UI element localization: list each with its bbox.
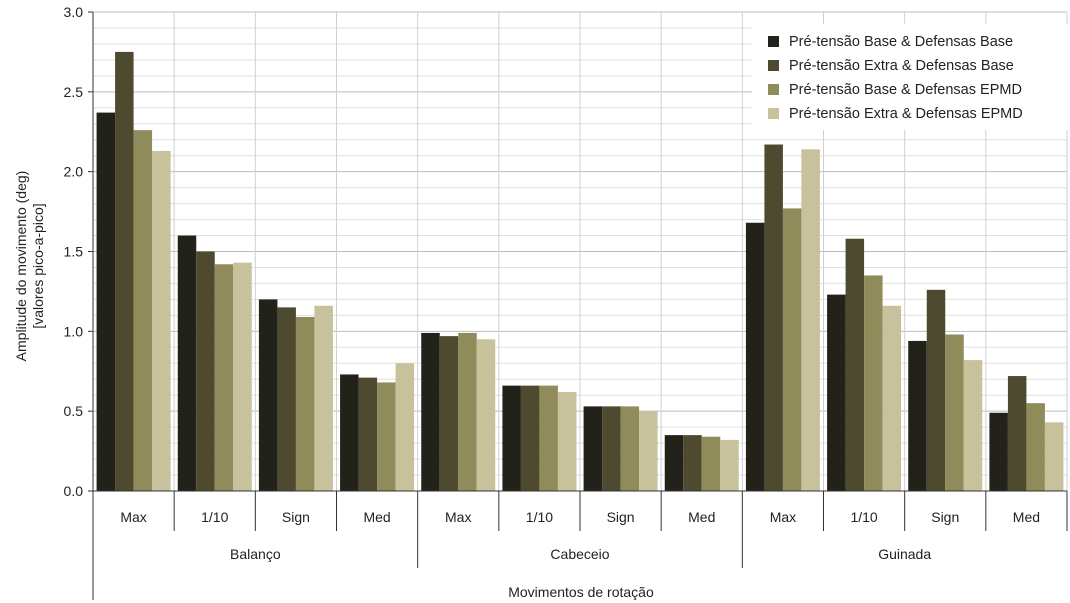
bar <box>557 392 577 491</box>
bar <box>277 307 296 491</box>
bar <box>764 144 783 492</box>
bar <box>720 439 739 491</box>
legend-swatch <box>768 60 779 71</box>
legend-swatch <box>768 84 779 95</box>
bar <box>1026 403 1045 491</box>
y-tick-label: 2.0 <box>64 164 84 180</box>
x-tick-label: Max <box>445 509 471 525</box>
legend-label: Pré-tensão Base & Defensas EPMD <box>789 82 1022 98</box>
y-axis-title: Amplitude do movimento (deg) [valores pi… <box>13 171 46 362</box>
legend-label: Pré-tensão Extra & Defensas EPMD <box>789 106 1023 122</box>
bar <box>989 412 1008 491</box>
x-tick-label: Max <box>770 509 796 525</box>
bar <box>1007 376 1027 491</box>
bar <box>358 377 378 491</box>
y-tick-label: 1.5 <box>64 244 84 260</box>
x-tick-label: Sign <box>931 509 959 525</box>
bar <box>620 406 640 491</box>
bar <box>639 411 658 491</box>
legend: Pré-tensão Base & Defensas Base Pré-tensã… <box>752 24 1068 130</box>
bar <box>683 435 702 491</box>
x-tick-label: Max <box>120 509 146 525</box>
y-tick-label: 1.0 <box>64 323 84 339</box>
bar <box>801 149 820 491</box>
legend-swatch <box>768 108 779 119</box>
bar <box>314 305 333 491</box>
x-tick-label: Med <box>688 509 715 525</box>
x-tick-label: Med <box>1013 509 1040 525</box>
bar <box>602 406 621 491</box>
legend-label: Pré-tensão Extra & Defensas Base <box>789 58 1014 74</box>
bar <box>583 406 603 491</box>
bar <box>152 150 171 491</box>
y-axis-title-line-2: [valores pico-a-pico] <box>30 203 46 328</box>
x-axis-title: Movimentos de rotação <box>508 584 654 600</box>
label-layer: 0.0 0.5 1.0 1.5 2.0 2.5 3.0 Max 1/10 Sign Med Max 1/… <box>64 4 1041 562</box>
bar <box>963 360 983 491</box>
bar <box>96 112 116 491</box>
x-tick-label: 1/10 <box>850 509 877 525</box>
bar <box>476 339 496 491</box>
bar <box>664 435 684 491</box>
bar <box>377 382 396 491</box>
bar <box>745 222 765 491</box>
x-tick-label: Sign <box>282 509 310 525</box>
legend-swatch <box>768 36 779 47</box>
bar <box>782 208 802 491</box>
bar <box>926 289 946 491</box>
x-tick-label: Med <box>363 509 390 525</box>
bar <box>908 340 927 491</box>
bar <box>133 130 153 492</box>
y-tick-label: 3.0 <box>64 4 84 20</box>
bar <box>520 385 540 491</box>
bar <box>258 299 278 491</box>
bar <box>115 51 134 492</box>
bar <box>177 235 197 491</box>
axis-layer <box>88 11 1068 600</box>
bar-layer <box>96 51 1064 492</box>
group-label: Cabeceio <box>550 546 609 562</box>
bar <box>214 264 234 491</box>
bar <box>395 363 415 491</box>
bar <box>196 251 215 491</box>
bar <box>502 385 521 491</box>
group-label: Guinada <box>878 546 931 562</box>
bar <box>340 374 359 491</box>
legend-label: Pré-tensão Base & Defensas Base <box>789 34 1013 50</box>
bar <box>845 238 865 491</box>
group-label: Balanço <box>230 546 281 562</box>
y-axis-title-line-1: Amplitude do movimento (deg) <box>13 171 29 362</box>
x-tick-label: 1/10 <box>526 509 553 525</box>
x-tick-label: Sign <box>607 509 635 525</box>
y-tick-label: 0.0 <box>64 483 84 499</box>
legend-background <box>752 24 1068 130</box>
bar <box>458 332 477 491</box>
bar <box>233 262 252 491</box>
bar <box>539 385 558 491</box>
bar <box>864 275 883 491</box>
bar <box>295 316 315 491</box>
bar <box>439 336 459 491</box>
bar <box>1044 422 1064 491</box>
bar <box>701 436 721 491</box>
y-tick-label: 2.5 <box>64 84 84 100</box>
y-tick-label: 0.5 <box>64 403 84 419</box>
bar <box>945 334 964 491</box>
bar <box>827 294 846 491</box>
bar <box>882 305 902 491</box>
x-tick-label: 1/10 <box>201 509 228 525</box>
bar <box>421 332 440 491</box>
